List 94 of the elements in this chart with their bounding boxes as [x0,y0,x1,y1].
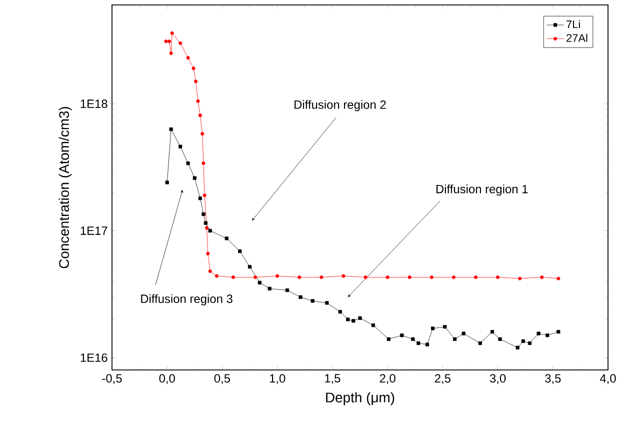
point [202,212,206,216]
point [168,40,172,44]
x-tick-label: 3,5 [545,374,561,384]
point [200,132,204,136]
point [453,337,457,341]
x-tick-label: 0,5 [214,374,230,384]
point [498,337,502,341]
point [268,286,272,290]
point [371,323,376,328]
point [452,275,456,280]
point [298,295,302,299]
point [342,274,346,278]
point [198,114,202,118]
point [556,276,560,280]
point [198,196,202,200]
point [443,325,447,329]
point [238,249,242,253]
point [546,334,550,338]
x-tick-label: -0,5 [102,374,122,384]
point [186,161,190,166]
point [536,332,540,336]
point [411,337,415,341]
point [205,226,209,230]
point [496,275,500,280]
x-tick-label: 2,5 [434,374,450,384]
point [202,161,206,166]
annotation: Diffusion region 1 [436,184,528,196]
x-tick-label: 3,0 [490,374,506,384]
point [320,275,324,280]
point [208,269,212,273]
point [194,80,198,84]
legend-label: 27Al [566,34,588,42]
point [408,275,412,280]
point [298,275,302,280]
y-tick-label: 1E18 [80,100,108,108]
point [169,127,173,132]
point [165,180,169,184]
x-tick-label: 2,0 [380,374,396,384]
point [196,99,200,103]
point [231,275,236,280]
annotation: Diffusion region 3 [141,294,232,306]
point [528,341,532,345]
point [430,275,434,280]
x-tick-label: 1,5 [325,374,340,384]
point [521,339,525,343]
point [248,264,252,269]
y-tick-label: 1E17 [80,226,108,235]
point [206,252,210,256]
point [214,274,219,278]
point [478,341,482,345]
point [540,275,544,280]
point [192,176,196,180]
x-tick-label: 1,0 [270,374,286,384]
point [352,319,356,323]
point [178,41,182,45]
point [400,334,404,338]
point [325,301,329,305]
point [310,299,314,303]
point [258,280,262,284]
point [358,316,362,320]
point [208,228,212,233]
point [285,288,290,292]
point [386,275,390,280]
legend-label: 7Li [566,20,580,28]
point [338,310,342,314]
point [462,332,466,336]
point [516,346,520,350]
point [204,221,208,225]
point [386,337,390,341]
point [170,31,174,35]
x-tick-label: 4,0 [600,374,616,384]
point [254,275,258,280]
point [425,342,430,346]
point [430,326,435,330]
x-axis-title: Depth (μm) [326,392,394,406]
x-tick-label: 0,0 [159,374,175,384]
point [474,275,478,280]
point [556,330,560,334]
point [164,40,168,44]
point [364,275,368,280]
point [518,276,522,280]
point [416,341,420,345]
point [490,330,494,334]
y-axis-title: Concentration (Atom/cm3) [58,106,72,268]
point [202,194,206,198]
point [186,56,190,60]
point [276,274,280,278]
point [169,51,173,56]
annotation: Diffusion region 2 [294,100,386,112]
point [346,318,350,322]
point [192,66,196,70]
point [224,236,228,240]
point [178,144,182,148]
y-tick-label: 1E16 [80,353,108,362]
